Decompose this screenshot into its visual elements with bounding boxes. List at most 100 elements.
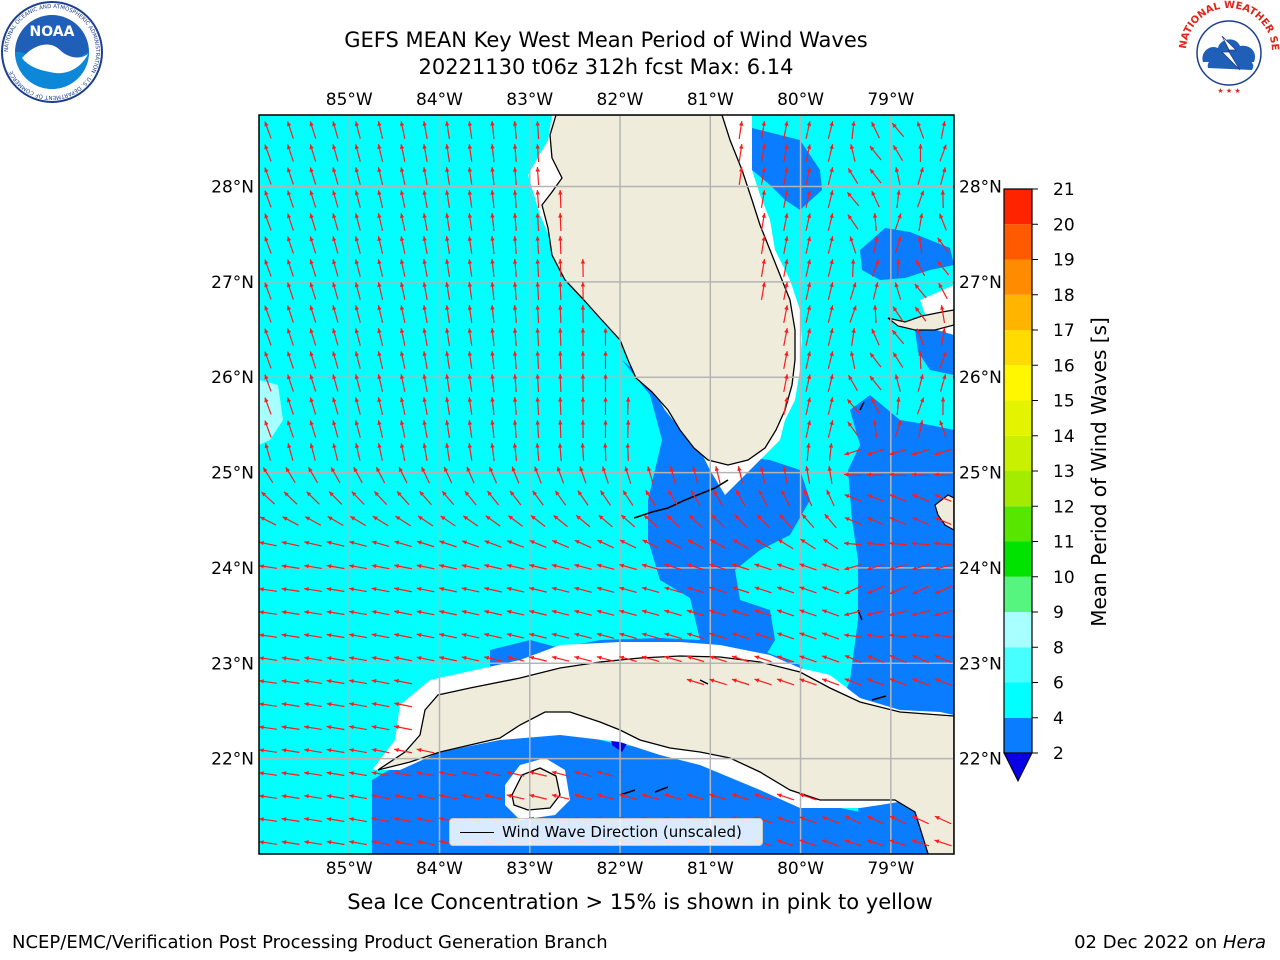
- wave-arrow: [558, 258, 563, 278]
- wave-arrow: [304, 817, 322, 823]
- lat-label-left: 26°N: [211, 368, 254, 388]
- wave-arrow: [511, 466, 520, 484]
- wave-arrow: [281, 633, 300, 638]
- wave-arrow: [847, 214, 859, 230]
- wave-arrow: [354, 328, 361, 346]
- wave-arrow: [603, 373, 608, 393]
- wave-arrow: [580, 281, 586, 301]
- wave-arrow: [309, 190, 317, 208]
- wave-arrow: [821, 632, 840, 640]
- wave-arrow: [461, 793, 480, 800]
- wave-arrow: [911, 678, 930, 686]
- wave-arrow: [422, 259, 428, 277]
- lat-label-left: 25°N: [211, 464, 254, 484]
- wave-arrow: [439, 632, 457, 639]
- lat-label-left: 28°N: [211, 178, 254, 198]
- wave-arrow: [596, 632, 615, 639]
- colorbar: 2 4 6 8 9 10 11 12 13 14 15 16 17 18 19 20 21: [1003, 180, 1075, 783]
- wave-arrow: [827, 466, 833, 484]
- wave-arrow: [889, 516, 907, 526]
- wave-arrow: [304, 771, 322, 777]
- wave-arrow: [759, 466, 766, 484]
- wave-arrow: [894, 167, 901, 185]
- wave-arrow: [596, 586, 615, 593]
- wave-arrow: [394, 702, 412, 708]
- wave-arrow: [287, 443, 294, 461]
- wave-arrow: [326, 794, 345, 800]
- wave-arrow: [309, 351, 317, 369]
- wave-arrow: [354, 305, 361, 323]
- wave-arrow: [490, 442, 495, 462]
- wave-arrow: [377, 374, 384, 392]
- wave-arrow: [259, 516, 277, 526]
- wave-arrow: [603, 350, 608, 370]
- wave-arrow: [939, 374, 947, 392]
- wave-arrow: [332, 282, 339, 300]
- wave-arrow: [731, 793, 750, 801]
- wave-arrow: [866, 448, 885, 456]
- wave-arrow: [484, 655, 502, 662]
- wave-arrow: [259, 794, 277, 799]
- wave-arrow: [309, 236, 317, 254]
- wave-arrow: [529, 586, 547, 593]
- wave-arrow: [467, 328, 473, 346]
- wave-arrow: [776, 586, 795, 594]
- map-legend: Wind Wave Direction (unscaled): [449, 818, 763, 846]
- wave-arrow: [801, 513, 815, 529]
- wave-arrow: [760, 121, 766, 139]
- wave-arrow: [783, 397, 789, 415]
- wave-arrow: [912, 654, 929, 664]
- map-area: [259, 115, 954, 854]
- wave-arrow: [309, 397, 317, 415]
- wave-arrow: [580, 327, 586, 347]
- wave-arrow: [872, 282, 879, 300]
- wave-arrow: [936, 260, 950, 276]
- wave-arrow: [754, 586, 772, 594]
- wave-arrow: [827, 305, 834, 323]
- wave-arrow: [619, 632, 637, 639]
- wave-arrow: [304, 748, 322, 754]
- wave-arrow: [934, 563, 952, 571]
- wave-arrow: [282, 516, 299, 526]
- wave-arrow: [281, 817, 300, 822]
- wave-arrow: [490, 304, 495, 324]
- wave-arrow: [327, 516, 344, 526]
- wave-arrow: [940, 305, 946, 323]
- wave-arrow: [843, 541, 863, 546]
- wave-arrow: [461, 609, 480, 616]
- wave-arrow: [688, 514, 703, 528]
- wave-arrow: [911, 839, 930, 847]
- wave-arrow: [574, 586, 592, 593]
- wave-arrow: [783, 121, 789, 139]
- wave-arrow: [933, 541, 953, 546]
- wave-arrow: [709, 793, 727, 801]
- wave-arrow: [445, 167, 451, 185]
- wave-arrow: [732, 538, 749, 550]
- wave-arrow: [939, 351, 947, 369]
- wave-arrow: [847, 168, 859, 184]
- wave-arrow: [332, 443, 339, 461]
- wave-arrow: [259, 840, 277, 845]
- wave-arrow: [439, 609, 457, 616]
- wave-arrow: [843, 633, 863, 638]
- wave-arrow: [304, 794, 322, 800]
- wave-arrow: [445, 397, 451, 415]
- wave-arrow: [309, 167, 317, 185]
- wave-arrow: [396, 490, 410, 506]
- wave-arrow: [332, 351, 339, 369]
- wave-arrow: [440, 515, 456, 527]
- wave-arrow: [911, 472, 930, 477]
- wave-arrow: [827, 282, 834, 300]
- wave-arrow: [259, 771, 277, 776]
- wave-arrow: [558, 373, 563, 393]
- wave-arrow: [281, 748, 300, 753]
- wave-arrow: [894, 282, 902, 300]
- wave-arrow: [399, 259, 406, 277]
- wave-arrow: [574, 609, 592, 616]
- wave-arrow: [821, 655, 840, 663]
- wave-arrow: [714, 466, 721, 484]
- colorbar-tick-label: 18: [1053, 286, 1075, 306]
- wave-arrow: [467, 305, 473, 323]
- lon-label-bottom: 84°W: [416, 859, 463, 879]
- wave-arrow: [558, 235, 563, 255]
